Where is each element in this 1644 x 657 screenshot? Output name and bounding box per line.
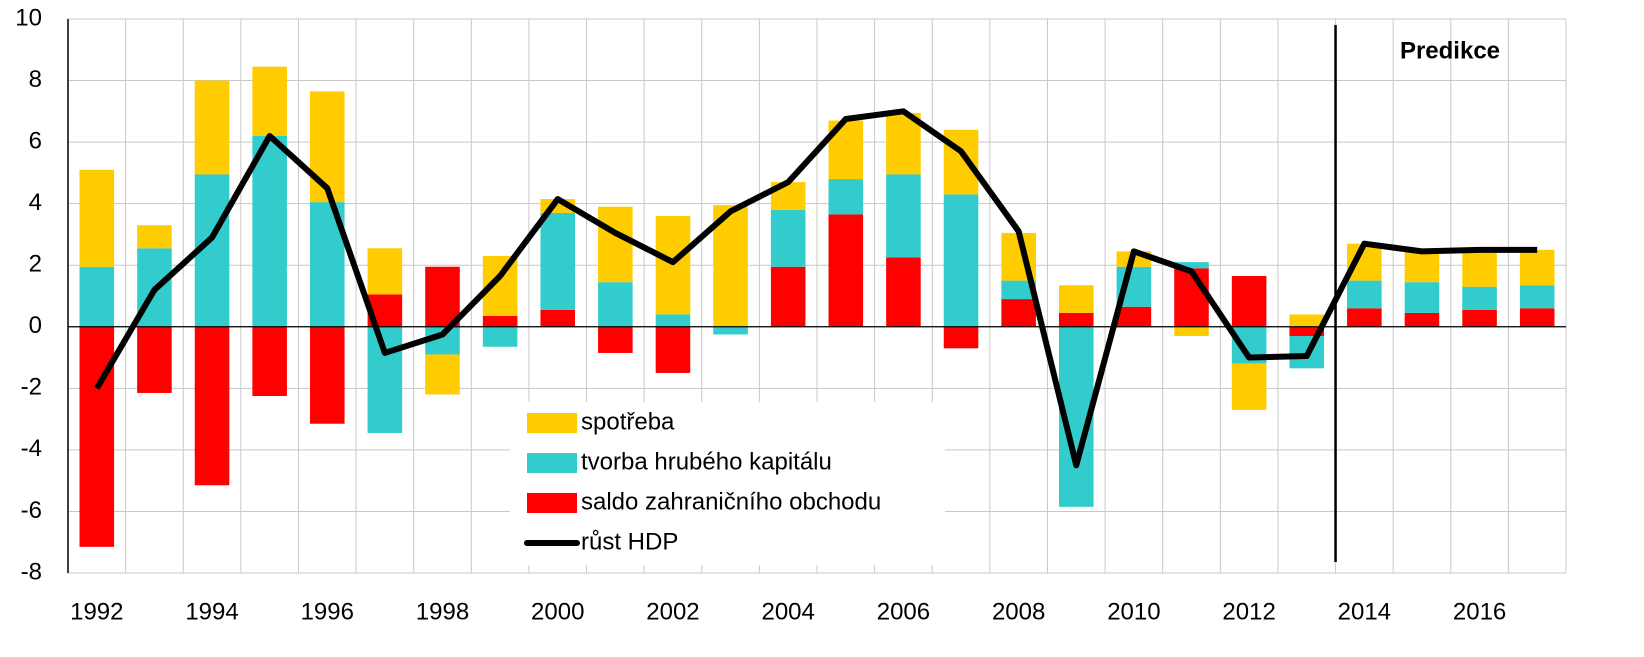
y-tick-label: -8	[21, 558, 42, 585]
bar	[1519, 308, 1555, 327]
y-tick-label: 6	[29, 127, 42, 154]
bar	[1404, 251, 1440, 283]
x-tick-label: 1992	[70, 598, 123, 625]
bar	[1289, 326, 1325, 337]
bar	[79, 169, 115, 267]
bar	[1347, 280, 1382, 309]
bar	[137, 326, 172, 393]
bar	[1058, 285, 1094, 313]
bar	[194, 80, 230, 175]
x-tick-label: 1994	[185, 598, 238, 625]
x-tick-label: 2010	[1107, 598, 1160, 625]
bar	[598, 282, 633, 327]
legend-swatch	[527, 453, 577, 473]
bar	[1404, 312, 1440, 327]
y-tick-label: 10	[15, 4, 42, 31]
bar	[1174, 262, 1209, 269]
y-tick-label: 2	[29, 251, 42, 278]
bar	[713, 326, 748, 335]
bar	[482, 326, 518, 347]
bar	[1289, 314, 1325, 327]
bar	[598, 326, 633, 353]
bar	[540, 309, 576, 327]
bar	[655, 215, 691, 315]
x-tick-label: 1996	[301, 598, 354, 625]
legend-label: růst HDP	[581, 528, 678, 555]
bar	[79, 326, 115, 547]
bar	[1231, 363, 1267, 410]
bar	[943, 326, 979, 349]
bar	[137, 225, 172, 249]
bar	[886, 257, 921, 327]
y-tick-label: -2	[21, 374, 42, 401]
x-tick-label: 2004	[761, 598, 814, 625]
bar	[598, 206, 633, 283]
bar	[367, 326, 403, 433]
bar	[252, 135, 287, 327]
bar	[943, 194, 979, 327]
legend: spotřeba tvorba hrubého kapitálu saldo zah…	[510, 402, 945, 565]
bar	[770, 209, 806, 267]
x-tick-label: 2006	[877, 598, 930, 625]
annotation: Predikce	[1400, 37, 1500, 64]
bar	[309, 91, 345, 203]
y-tick-label: -6	[21, 497, 42, 524]
legend-swatch	[527, 413, 577, 433]
legend-label: tvorba hrubého kapitálu	[581, 448, 832, 475]
legend-box	[510, 402, 945, 565]
bar	[828, 214, 864, 327]
x-tick-label: 1998	[416, 598, 469, 625]
bar	[482, 316, 518, 327]
y-tick-label: -4	[21, 435, 42, 462]
legend-label: saldo zahraničního obchodu	[581, 488, 881, 515]
line	[94, 108, 1538, 469]
bar	[1116, 306, 1152, 327]
y-tick-label: 0	[29, 312, 42, 339]
bar	[1231, 275, 1267, 327]
x-tick-label: 2008	[992, 598, 1045, 625]
bar	[425, 354, 460, 395]
x-tick-label: 2016	[1453, 598, 1506, 625]
bar	[828, 179, 864, 215]
x-tick-label: 2012	[1222, 598, 1275, 625]
bar	[1058, 312, 1094, 327]
bar	[886, 174, 921, 258]
bar	[1519, 249, 1555, 286]
bar	[1462, 286, 1497, 310]
bar	[886, 112, 921, 175]
bar	[1347, 308, 1382, 327]
bar	[1519, 285, 1555, 309]
bar	[1001, 280, 1036, 300]
bar	[770, 266, 806, 327]
bar	[252, 66, 287, 136]
bar	[1462, 309, 1497, 327]
bar	[540, 212, 576, 310]
bar	[194, 326, 230, 486]
y-tick-label: 8	[29, 66, 42, 93]
bar	[1462, 249, 1497, 287]
bar	[1174, 268, 1209, 327]
bar	[655, 326, 691, 373]
bar	[655, 314, 691, 327]
legend-label: spotřeba	[581, 408, 675, 435]
bar	[1001, 299, 1036, 327]
x-tick-label: 2014	[1338, 598, 1391, 625]
bar	[425, 266, 460, 327]
bar	[1404, 282, 1440, 313]
bar	[79, 266, 115, 327]
bar	[367, 248, 403, 295]
x-tick-label: 2002	[646, 598, 699, 625]
legend-swatch	[527, 493, 577, 513]
x-tick-label: 2000	[531, 598, 584, 625]
bar	[1174, 326, 1209, 337]
y-tick-label: 4	[29, 189, 42, 216]
bar	[309, 326, 345, 424]
bar	[252, 326, 287, 397]
